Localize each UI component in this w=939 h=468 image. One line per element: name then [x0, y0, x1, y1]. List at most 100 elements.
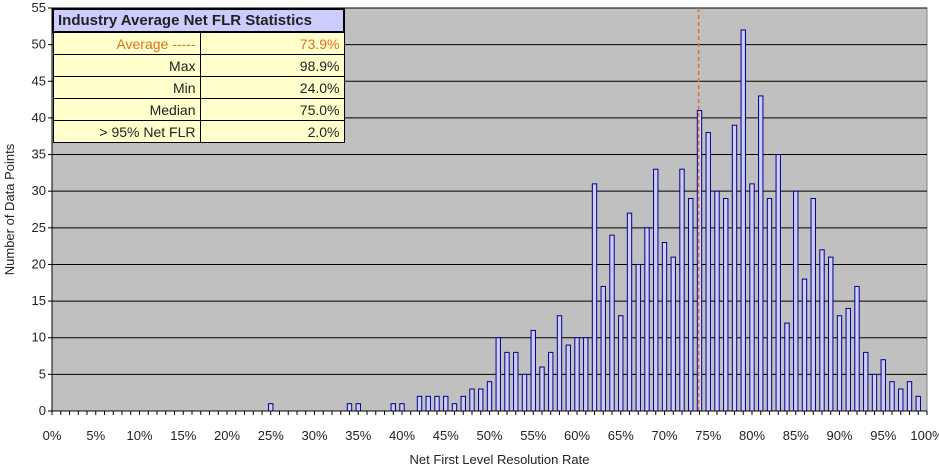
bar [854, 285, 860, 412]
bar [268, 403, 274, 412]
bar [793, 190, 799, 412]
stats-label-median: Median [52, 98, 201, 121]
bar [880, 359, 886, 412]
bars [268, 29, 921, 412]
bar [469, 388, 475, 412]
y-tick-label: 20 [32, 256, 46, 271]
bar [434, 395, 440, 412]
stats-label-above-95: > 95% Net FLR [52, 120, 201, 143]
bar [810, 198, 816, 412]
bar [889, 381, 895, 412]
bar [565, 344, 571, 412]
bar [486, 381, 493, 412]
x-tick-label: 60% [564, 428, 590, 443]
bar [521, 373, 528, 412]
x-tick-label: 45% [433, 428, 459, 443]
bar [399, 403, 405, 412]
bar [723, 198, 729, 412]
bar [906, 381, 913, 412]
x-tick-label: 25% [258, 428, 284, 443]
y-tick-label: 45 [32, 73, 46, 88]
x-tick-label: 10% [126, 428, 152, 443]
x-tick-label: 15% [170, 428, 196, 443]
stats-label-max: Max [52, 54, 201, 77]
x-tick-label: 0% [43, 428, 62, 443]
bar [871, 373, 878, 412]
bar [801, 278, 808, 412]
bar [504, 351, 510, 412]
bar [714, 190, 720, 412]
bar [346, 403, 353, 412]
x-axis-title: Net First Level Resolution Rate [410, 452, 590, 467]
y-tick-label: 40 [32, 110, 46, 125]
y-tick-label: 30 [32, 183, 46, 198]
bar [775, 154, 781, 412]
bar [583, 337, 589, 412]
statistics-table: Industry Average Net FLR Statistics Aver… [52, 8, 345, 143]
y-axis-title: Number of Data Points [2, 143, 17, 275]
x-tick-label: 80% [739, 428, 765, 443]
bar [653, 168, 659, 412]
bar [495, 337, 501, 412]
bar [355, 403, 361, 412]
bar [600, 285, 606, 412]
x-tick-label: 50% [476, 428, 502, 443]
bar [688, 198, 694, 412]
stats-row-above-95: > 95% Net FLR 2.0% [52, 120, 345, 143]
bar [845, 307, 851, 412]
bar [539, 366, 545, 412]
y-tick-label: 0 [39, 403, 46, 418]
bar [766, 198, 773, 412]
x-tick-label: 55% [520, 428, 546, 443]
stats-row-median: Median 75.0% [52, 98, 345, 121]
x-tick-label: 75% [695, 428, 721, 443]
bar [898, 388, 904, 412]
stats-label-min: Min [52, 76, 201, 99]
bar [460, 395, 466, 412]
y-tick-label: 25 [32, 220, 46, 235]
x-tick-label: 70% [651, 428, 677, 443]
bar [451, 403, 458, 412]
y-tick-label: 10 [32, 330, 46, 345]
stats-row-max: Max 98.9% [52, 54, 345, 77]
stats-row-min: Min 24.0% [52, 76, 345, 99]
bar [749, 183, 755, 412]
bar [609, 234, 615, 412]
bar [618, 315, 624, 412]
bar [390, 403, 396, 412]
axes [48, 7, 928, 415]
bar [443, 395, 449, 412]
y-tick-label: 35 [32, 147, 46, 162]
bar [705, 132, 711, 412]
y-tick-labels: 0 5 10 15 20 25 30 35 40 45 50 55 [32, 0, 46, 418]
stats-value-average: 73.9% [199, 31, 345, 55]
stats-row-average: Average ----- 73.9% [52, 31, 345, 55]
x-tick-label: 65% [608, 428, 634, 443]
x-tick-label: 40% [389, 428, 415, 443]
stats-label-average: Average ----- [52, 31, 201, 55]
x-tick-label: 95% [870, 428, 896, 443]
bar [635, 263, 641, 412]
stats-value-median: 75.0% [199, 98, 345, 121]
bar [556, 315, 563, 412]
bar [731, 124, 738, 412]
y-tick-label: 50 [32, 37, 46, 52]
bar [758, 95, 764, 412]
stats-value-max: 98.9% [199, 54, 345, 77]
x-tick-label: 90% [826, 428, 852, 443]
x-tick-label: 5% [86, 428, 105, 443]
bar [513, 351, 519, 412]
x-tick-label: 35% [345, 428, 371, 443]
bar [574, 337, 580, 412]
x-tick-labels: 0% 5% 10% 15% 20% 25% 30% 35% 40% 45% 50% 55% 60% 65%… [43, 428, 939, 443]
stats-title: Industry Average Net FLR Statistics [52, 8, 345, 33]
y-tick-label: 55 [32, 0, 46, 15]
y-tick-label: 15 [32, 293, 46, 308]
bar [591, 183, 598, 412]
stats-value-above-95: 2.0% [199, 120, 345, 143]
bar [819, 249, 825, 412]
bar [915, 395, 921, 412]
bar [740, 29, 746, 412]
x-tick-label: 30% [301, 428, 327, 443]
bar [626, 212, 633, 412]
